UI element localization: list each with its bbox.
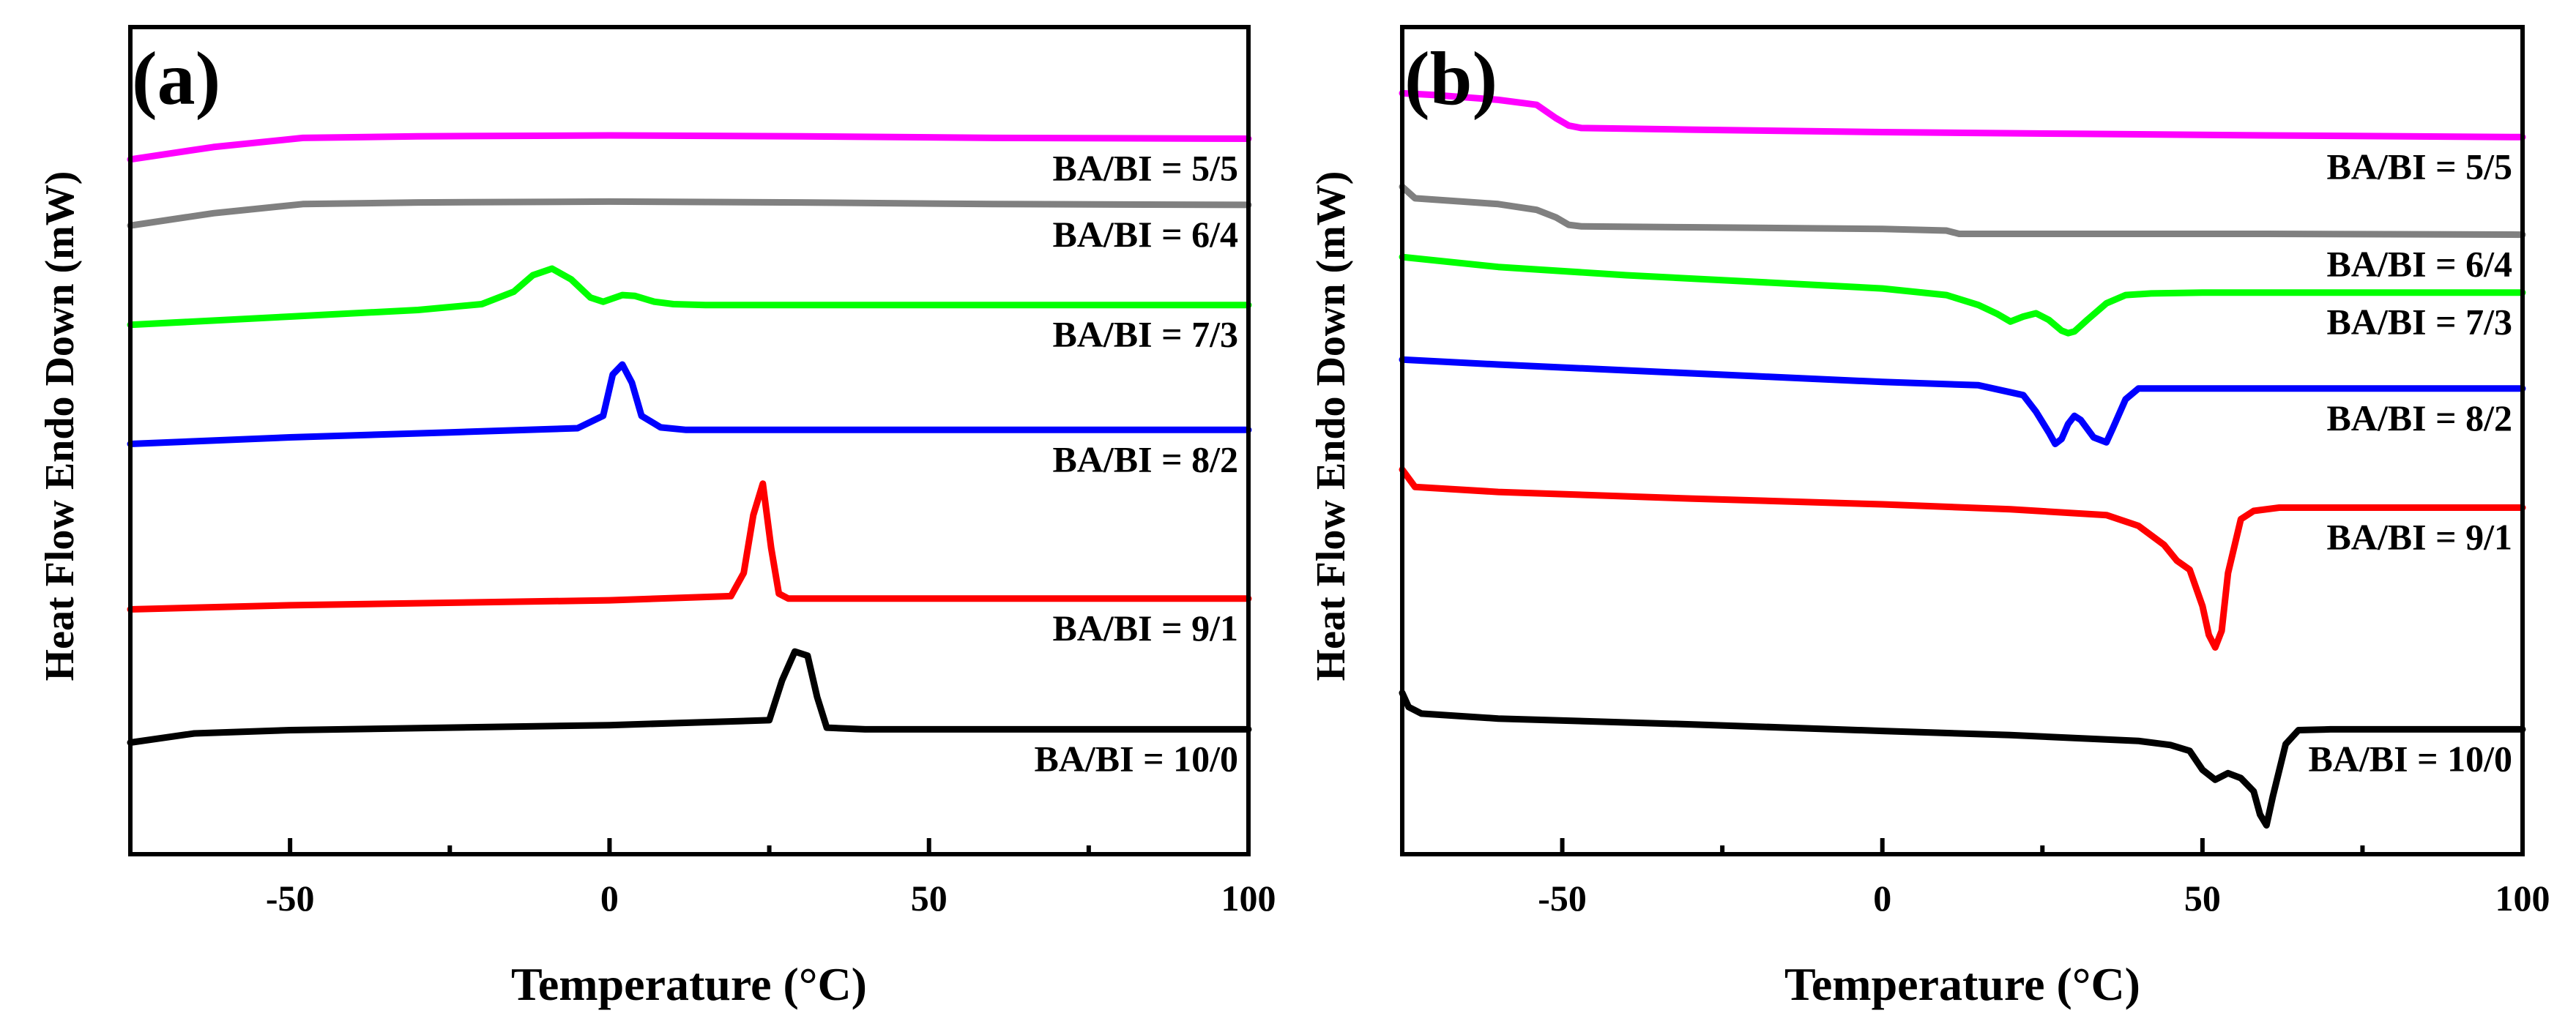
panel-b-curve-2	[1399, 253, 2526, 337]
panel-a-label: (a)	[132, 37, 220, 121]
panel-b-curve-label: BA/BI = 8/2	[2326, 397, 2512, 438]
panel-b-curve-4	[1399, 466, 2526, 651]
panel-b-curve-label: BA/BI = 5/5	[2326, 146, 2512, 187]
panel-b-x-axis-label: Temperature (°C)	[1784, 958, 2140, 1010]
panel-a-curve-label: BA/BI = 8/2	[1052, 438, 1238, 479]
panel-a-plot-frame	[128, 25, 1251, 856]
panel-a-curve-label: BA/BI = 7/3	[1052, 314, 1238, 355]
panel-a-curve-0	[127, 132, 1252, 163]
panel-a-x-tick-label: 0	[600, 878, 619, 919]
panel-a-y-axis-label: Heat Flow Endo Down (mW)	[37, 171, 83, 681]
panel-a-curve-3	[127, 361, 1252, 447]
panel-b-curves: BA/BI = 5/5 BA/BI = 6/4 BA/BI = 7/3 BA/BI =…	[1399, 89, 2526, 829]
panel-a-curve-4	[127, 480, 1252, 613]
panel-b-curve-label: BA/BI = 9/1	[2326, 517, 2512, 558]
panel-b-x-tick-label: 50	[2184, 878, 2221, 919]
panel-a-curve-label: BA/BI = 9/1	[1052, 608, 1238, 649]
panel-a-x-ticks: -50 0 50 100	[128, 838, 1276, 919]
panel-a: Heat Flow Endo Down (mW) BA/BI = 5/5BA/B…	[37, 25, 1276, 1010]
panel-a-x-axis-label: Temperature (°C)	[511, 958, 867, 1010]
panel-b-curve-label: BA/BI = 10/0	[2308, 738, 2512, 779]
panel-b-y-axis-label: Heat Flow Endo Down (mW)	[1309, 171, 1354, 681]
panel-b-plot-frame	[1400, 25, 2525, 856]
panel-a-curve-2	[127, 265, 1252, 329]
panel-b-x-tick-label: -50	[1538, 878, 1587, 919]
panel-a-x-tick-label: -50	[266, 878, 315, 919]
panel-a-x-tick-label: 50	[911, 878, 948, 919]
panel-b-curve-label: BA/BI = 6/4	[2326, 244, 2512, 285]
panel-b-curve-1	[1399, 183, 2526, 239]
panel-a-curve-label: BA/BI = 5/5	[1052, 148, 1238, 189]
panel-b-label: (b)	[1404, 37, 1497, 121]
panel-b-curve-5	[1399, 690, 2526, 829]
panel-b-curve-0	[1399, 89, 2526, 141]
panel-a-curve-label: BA/BI = 6/4	[1052, 214, 1238, 255]
panel-b-x-tick-label: 100	[2495, 878, 2550, 919]
panel-b: Heat Flow Endo Down (mW) BA/BI = 5/5BA/B…	[1309, 25, 2550, 1010]
panel-a-curve-1	[127, 198, 1252, 229]
panel-a-curve-label: BA/BI = 10/0	[1034, 738, 1238, 779]
panel-b-curve-label: BA/BI = 7/3	[2326, 302, 2512, 343]
panel-b-x-ticks: -50 0 50 100	[1400, 838, 2550, 919]
panel-b-curve-3	[1399, 356, 2526, 447]
panel-a-curve-5	[127, 648, 1252, 746]
panel-a-x-tick-label: 100	[1221, 878, 1276, 919]
panel-b-x-tick-label: 0	[1873, 878, 1891, 919]
panel-a-curves: BA/BI = 5/5 BA/BI = 6/4 BA/BI = 7/3 BA/BI =…	[127, 132, 1252, 779]
